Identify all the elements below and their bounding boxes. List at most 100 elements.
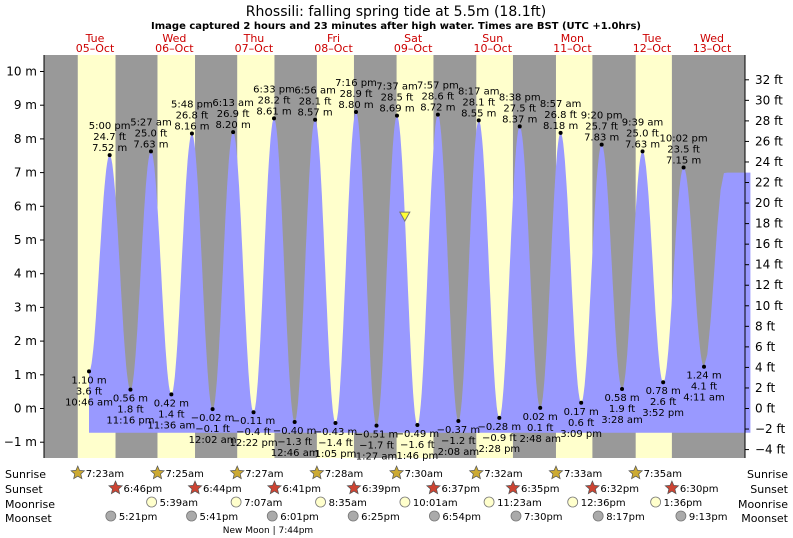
high-tide-point bbox=[148, 149, 153, 154]
low-tide-meters: −0.37 m bbox=[437, 425, 481, 436]
chart-subtitle: Image captured 2 hours and 23 minutes af… bbox=[151, 21, 641, 32]
sunrise-time: 7:28am bbox=[325, 469, 363, 480]
moonset-icon bbox=[105, 510, 117, 522]
chart-title: Rhossili: falling spring tide at 5.5m (1… bbox=[246, 4, 546, 20]
moonset-icon bbox=[347, 510, 359, 522]
right-tick-label: 30 ft bbox=[755, 93, 783, 107]
left-tick-label: 9 m bbox=[14, 98, 37, 112]
high-tide-point bbox=[681, 165, 686, 170]
high-tide-feet: 28.1 ft bbox=[462, 97, 495, 108]
right-tick-label: −2 ft bbox=[755, 422, 786, 436]
moonset-icon bbox=[592, 510, 604, 522]
sunset-time: 6:44pm bbox=[203, 484, 242, 495]
low-tide-time: 11:16 pm bbox=[106, 416, 154, 427]
row-label-sunset-left: Sunset bbox=[5, 483, 43, 496]
sunset-icon bbox=[346, 480, 362, 495]
high-tide-feet: 25.0 ft bbox=[626, 128, 659, 139]
high-tide-point bbox=[107, 153, 112, 158]
low-tide-meters: −0.43 m bbox=[314, 427, 358, 438]
high-tide-time: 8:17 am bbox=[458, 86, 500, 97]
day-name: Tue bbox=[85, 32, 105, 45]
left-tick-label: 10 m bbox=[6, 65, 37, 79]
day-date: 08–Oct bbox=[314, 42, 353, 55]
moonrise-icon bbox=[146, 496, 158, 508]
low-tide-time: 2:28 pm bbox=[478, 444, 520, 455]
right-tick-label: 26 ft bbox=[755, 134, 783, 148]
low-tide-feet: 4.1 ft bbox=[691, 382, 717, 393]
low-tide-time: 12:46 am bbox=[271, 448, 319, 459]
high-tide-feet: 26.8 ft bbox=[176, 111, 209, 122]
right-tick-label: 10 ft bbox=[755, 299, 783, 313]
right-tick-label: 22 ft bbox=[755, 176, 783, 190]
day-name: Sat bbox=[404, 32, 423, 45]
high-tide-time: 7:57 pm bbox=[417, 81, 459, 92]
high-tide-time: 6:13 am bbox=[212, 98, 254, 109]
moonrise-time: 11:23am bbox=[497, 498, 542, 509]
low-tide-feet: −1.3 ft bbox=[277, 437, 312, 448]
right-tick-label: 24 ft bbox=[755, 155, 783, 169]
right-tick-label: 32 ft bbox=[755, 73, 783, 87]
low-tide-point bbox=[333, 420, 338, 425]
sunset-time: 6:46pm bbox=[124, 484, 163, 495]
left-tick-label: 6 m bbox=[14, 199, 37, 213]
high-tide-time: 6:33 pm bbox=[253, 84, 295, 95]
low-tide-point bbox=[210, 407, 215, 412]
high-tide-time: 10:02 pm bbox=[660, 134, 708, 145]
tide-curve bbox=[89, 111, 751, 433]
low-tide-point bbox=[620, 386, 625, 391]
sunrise-time: 7:30am bbox=[405, 469, 443, 480]
high-tide-point bbox=[599, 142, 604, 147]
high-tide-time: 5:27 am bbox=[130, 117, 172, 128]
high-tide-time: 9:39 am bbox=[622, 117, 664, 128]
day-date: 10–Oct bbox=[474, 42, 513, 55]
sunset-icon bbox=[584, 480, 600, 495]
moonset-icon bbox=[186, 510, 197, 522]
moonrise-icon bbox=[230, 496, 242, 508]
astronomy-rows: Sunrise Sunset Moonrise Moonset Sunrise … bbox=[5, 465, 789, 536]
day-date: 13–Oct bbox=[693, 42, 732, 55]
sunrise-icon bbox=[548, 465, 564, 480]
high-tide-meters: 8.69 m bbox=[379, 104, 414, 115]
high-tide-meters: 7.63 m bbox=[625, 139, 660, 150]
moonrise-icon bbox=[650, 496, 662, 508]
moonset-time: 6:01pm bbox=[280, 512, 319, 523]
row-label-sunset-right: Sunset bbox=[750, 483, 788, 496]
low-tide-time: 3:52 pm bbox=[642, 408, 684, 419]
sunset-time: 6:37pm bbox=[441, 484, 480, 495]
sunset-time: 6:39pm bbox=[362, 484, 401, 495]
moonrise-time: 7:07am bbox=[244, 498, 282, 509]
high-tide-meters: 7.52 m bbox=[92, 143, 127, 154]
sunrise-time: 7:27am bbox=[245, 469, 283, 480]
row-label-sunrise-right: Sunrise bbox=[747, 468, 788, 481]
low-tide-point bbox=[702, 364, 706, 369]
low-tide-feet: 1.9 ft bbox=[609, 404, 635, 415]
low-tide-time: 1:27 am bbox=[356, 452, 398, 463]
low-tide-feet: −0.1 ft bbox=[195, 424, 230, 435]
high-tide-time: 5:48 pm bbox=[171, 100, 213, 111]
high-tide-feet: 25.0 ft bbox=[135, 128, 168, 139]
sunrise-icon bbox=[468, 465, 484, 480]
moonrise-icon bbox=[483, 496, 495, 508]
low-tide-meters: −0.28 m bbox=[478, 422, 522, 433]
right-tick-label: 8 ft bbox=[755, 319, 775, 333]
right-tick-label: 4 ft bbox=[755, 360, 775, 374]
high-tide-meters: 8.18 m bbox=[543, 121, 578, 132]
low-tide-point bbox=[292, 419, 297, 424]
low-tide-meters: 0.56 m bbox=[113, 394, 148, 405]
low-tide-point bbox=[87, 369, 91, 374]
sunset-icon bbox=[108, 480, 124, 495]
left-tick-label: 4 m bbox=[14, 267, 37, 281]
moonrise-time: 12:36pm bbox=[581, 498, 626, 509]
day-date: 12–Oct bbox=[633, 42, 672, 55]
low-tide-feet: 1.4 ft bbox=[158, 409, 184, 420]
right-tick-label: 0 ft bbox=[755, 402, 775, 416]
low-tide-feet: 0.6 ft bbox=[568, 418, 594, 429]
row-label-moonset-right: Moonset bbox=[741, 512, 788, 525]
day-date: 07–Oct bbox=[235, 42, 274, 55]
high-tide-meters: 7.15 m bbox=[666, 156, 701, 167]
row-label-moonrise-left: Moonrise bbox=[5, 498, 55, 511]
low-tide-time: 2:08 am bbox=[438, 447, 480, 458]
day-name: Mon bbox=[561, 32, 584, 45]
high-tide-feet: 26.8 ft bbox=[544, 110, 577, 121]
high-tide-time: 5:00 pm bbox=[89, 121, 131, 132]
